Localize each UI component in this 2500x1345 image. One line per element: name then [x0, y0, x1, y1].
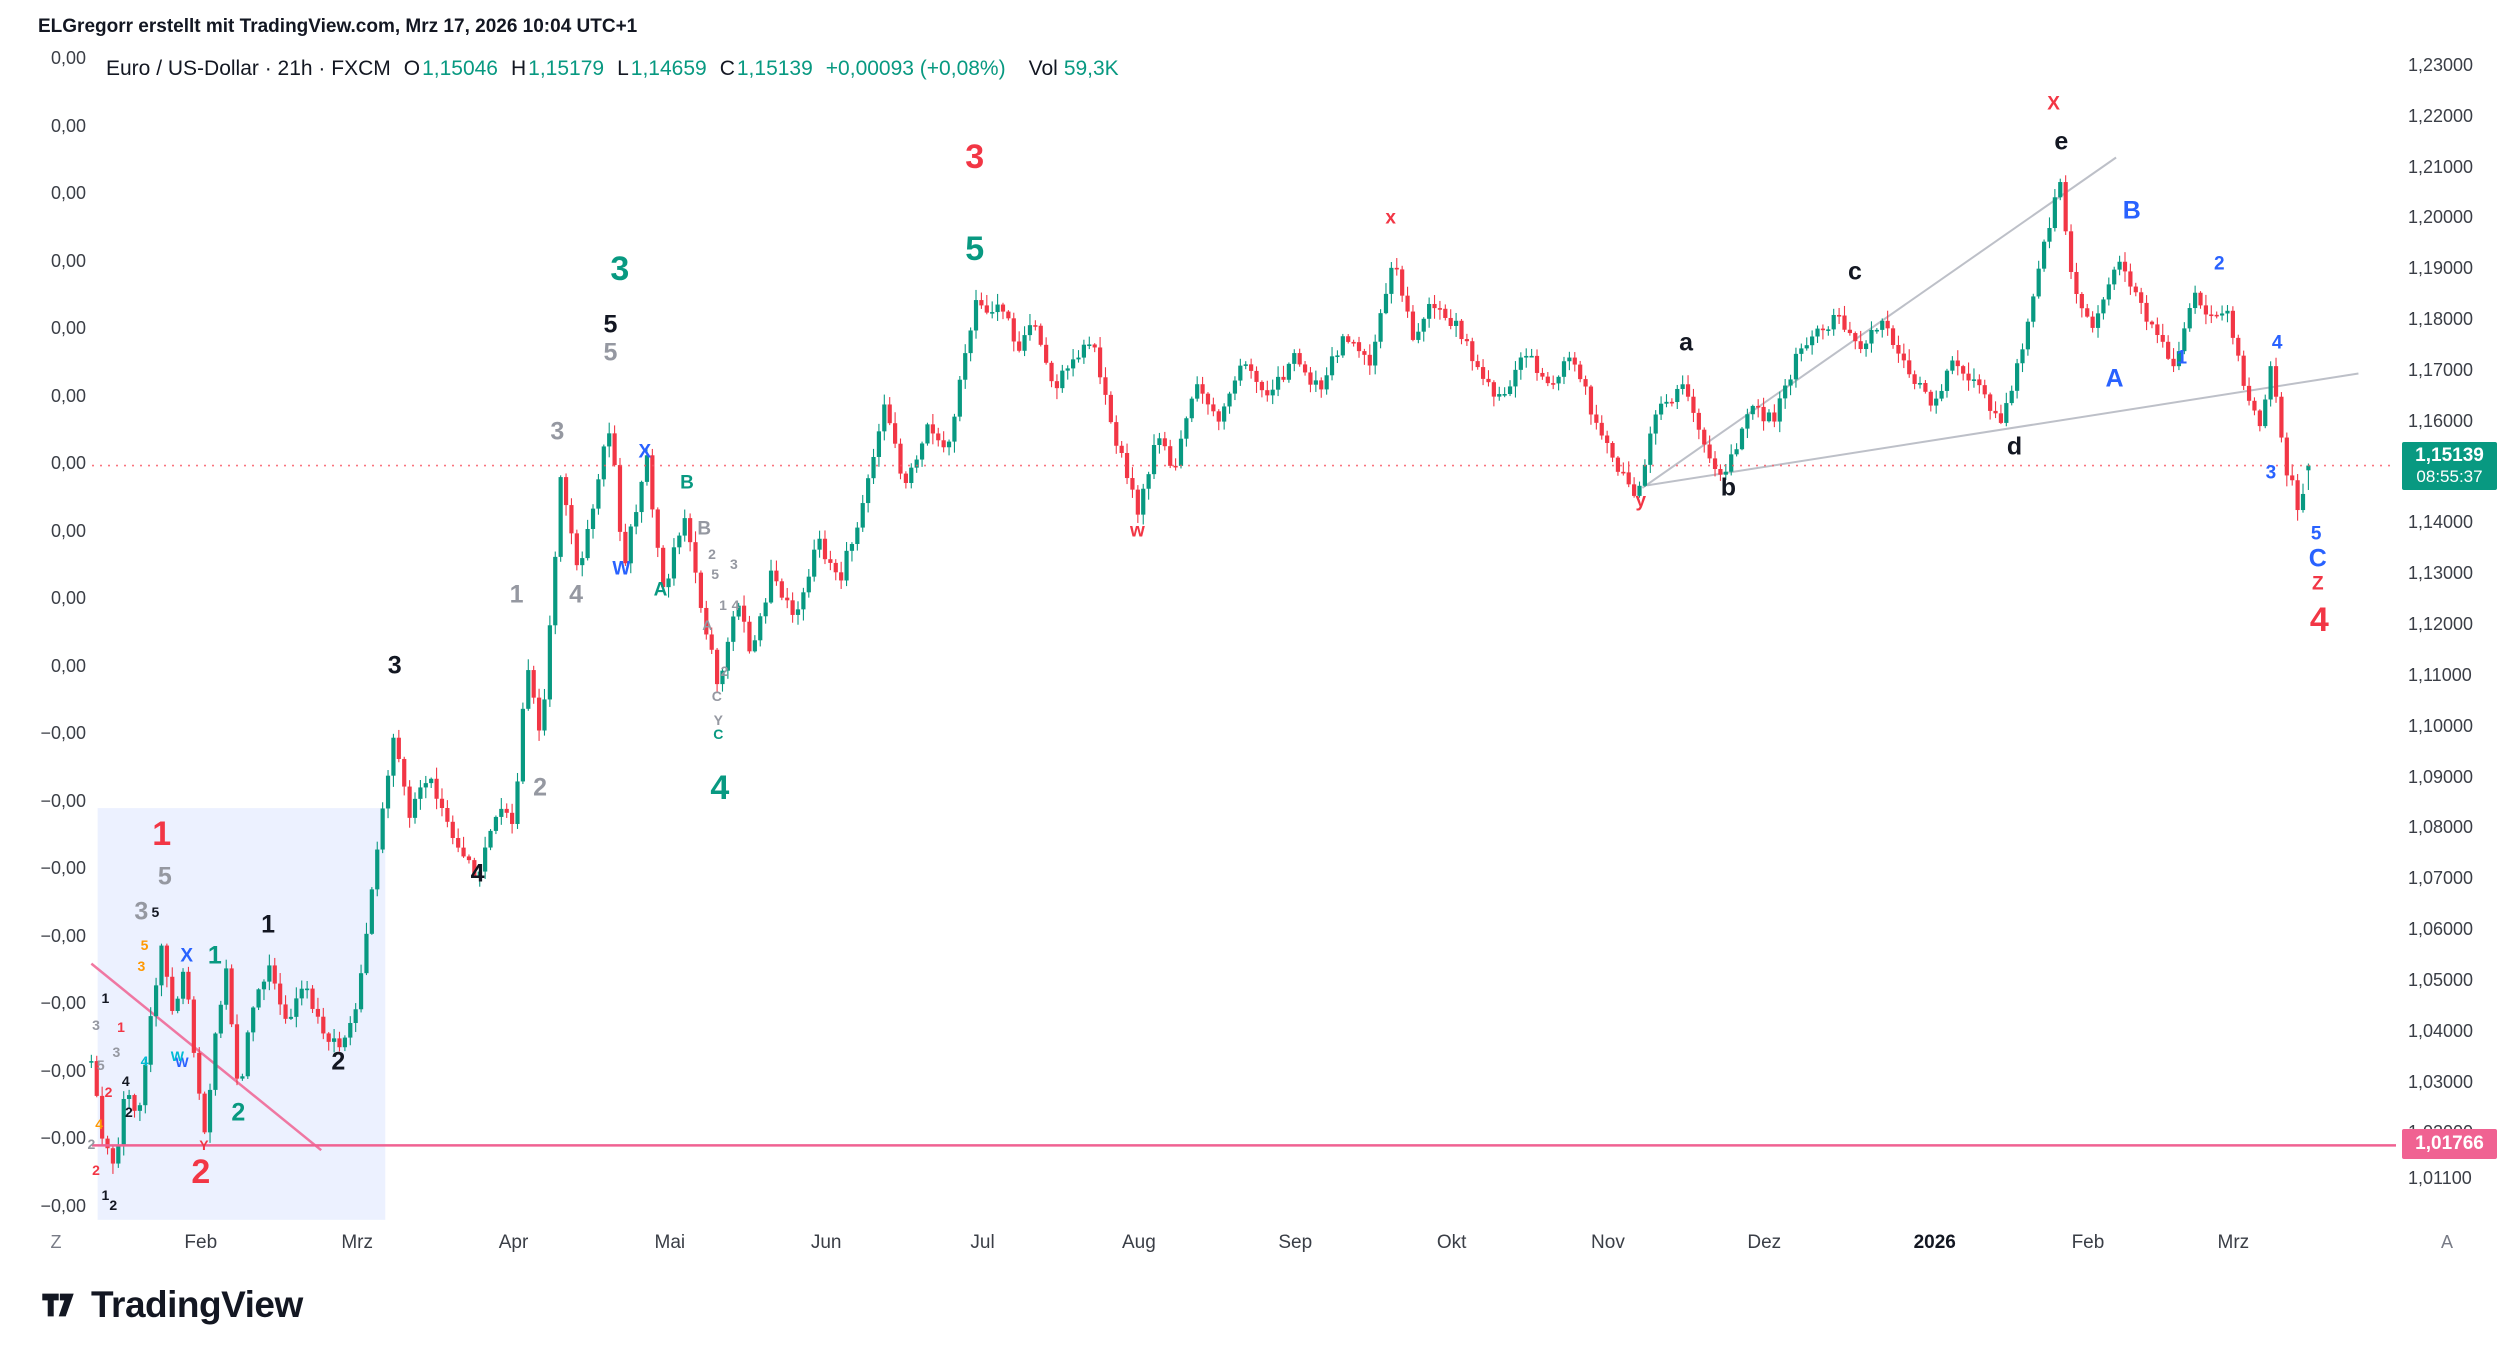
ohlc-close: C1,15139: [719, 57, 813, 80]
price-change: +0,00093 (+0,08%): [825, 57, 1006, 80]
last-price-value: 1,15139: [2415, 444, 2484, 466]
symbol-legend[interactable]: Euro / US-Dollar · 21h · FXCM O1,15046 H…: [106, 57, 1119, 81]
tradingview-logo[interactable]: TradingView: [38, 1284, 303, 1326]
bar-countdown: 08:55:37: [2416, 466, 2483, 486]
ohlc-open: O1,15046: [403, 57, 498, 80]
tradingview-logo-icon: [42, 1293, 74, 1317]
auto-scale-label[interactable]: A: [2440, 1232, 2454, 1252]
ohlc-low: L1,14659: [617, 57, 707, 80]
ohlc-high: H1,15179: [511, 57, 605, 80]
tradingview-logo-text: TradingView: [91, 1284, 303, 1325]
symbol-title[interactable]: Euro / US-Dollar · 21h · FXCM: [106, 57, 391, 80]
volume-value: 59,3K: [1063, 57, 1119, 80]
last-price-badge: 1,15139 08:55:37: [2402, 441, 2497, 490]
volume-label: Vol: [1028, 57, 1058, 80]
alert-price-badge: 1,01766: [2402, 1129, 2497, 1160]
timezone-label[interactable]: Z: [50, 1232, 62, 1252]
attribution-text: ELGregorr erstellt mit TradingView.com, …: [38, 16, 638, 37]
